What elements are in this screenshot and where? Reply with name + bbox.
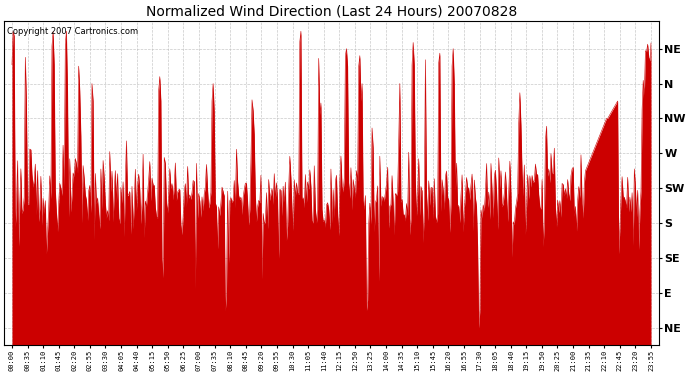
- Text: Copyright 2007 Cartronics.com: Copyright 2007 Cartronics.com: [8, 27, 139, 36]
- Title: Normalized Wind Direction (Last 24 Hours) 20070828: Normalized Wind Direction (Last 24 Hours…: [146, 4, 517, 18]
